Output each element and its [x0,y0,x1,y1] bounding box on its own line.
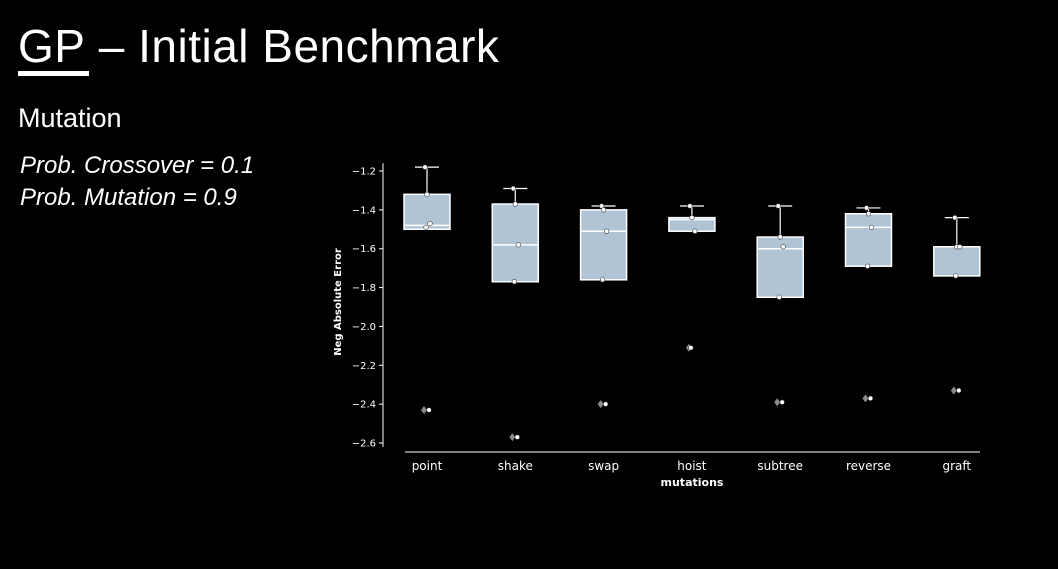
y-tick-label: −2.6 [352,439,376,450]
data-point [422,164,428,170]
box [756,236,804,299]
box [844,212,893,267]
title-rest: – Initial Benchmark [85,20,500,72]
data-point [692,228,698,234]
data-point [863,205,870,211]
title-prefix: GP [18,18,90,76]
box-group-shake [491,185,540,442]
y-axis-label: Neg Absolute Error [333,248,344,356]
x-tick-label: shake [498,459,533,473]
parameters-block: Prob. Crossover = 0.1 Prob. Mutation = 0… [20,150,254,214]
box-group-point [403,164,451,414]
section-subtitle: Mutation [18,103,122,133]
outlier-marker [950,386,957,395]
y-tick-label: −2.2 [352,361,376,372]
chart-boxes [403,164,981,442]
outlier-marker [421,405,427,414]
data-point [600,207,607,213]
data-point [603,228,610,234]
data-point [953,273,959,279]
data-point [511,279,517,285]
box-group-subtree [756,203,804,407]
data-point [957,244,963,250]
data-point [780,244,786,250]
data-point [865,211,872,217]
box [403,193,451,231]
outlier-marker [774,398,781,407]
data-point [777,234,783,240]
outlier-marker [862,394,869,403]
outlier-marker [509,433,516,442]
box-group-hoist [668,203,716,352]
data-point [426,407,432,413]
crossover-probability: Prob. Crossover = 0.1 [20,152,255,179]
data-point [514,434,520,440]
chart-axes: −1.2 −1.4 −1.6 −1.8 −2.0 −2.2 −2.4 −2.6 point sha… [352,163,980,473]
title-prefix-text: GP [18,20,86,72]
box-group-swap [579,203,628,409]
x-tick-label: swap [588,459,619,473]
page-title: GP – Initial Benchmark [18,18,500,76]
y-tick-label: −1.6 [352,244,376,255]
box [579,209,628,281]
mutation-probability: Prob. Mutation = 0.9 [20,184,237,211]
data-point [510,185,516,192]
y-tick-label: −1.4 [352,205,376,216]
data-point [427,220,433,227]
y-tick-label: −1.2 [352,167,376,178]
data-point [688,345,694,351]
data-point [424,191,430,197]
data-point [779,399,785,405]
data-point [868,224,875,230]
box [491,203,540,283]
data-point [864,263,871,269]
data-point [515,242,521,248]
y-tick-label: −2.4 [352,400,376,411]
data-point [867,395,874,401]
data-point [599,277,606,283]
data-point [776,294,782,300]
box-group-graft [933,215,981,395]
data-point [689,215,695,221]
data-point [423,224,429,230]
data-point [512,201,518,207]
title-underline [18,71,90,76]
data-point [952,215,958,221]
y-tick-label: −2.0 [352,322,376,333]
x-tick-label: point [412,459,443,473]
box-group-reverse [844,205,893,403]
data-point [602,401,609,407]
x-tick-label: hoist [677,459,707,473]
y-tick-label: −1.8 [352,283,376,294]
outlier-marker [597,400,604,409]
x-tick-label: reverse [846,459,891,473]
data-point [775,203,781,209]
box [933,246,981,277]
x-axis-label: mutations [661,476,724,489]
data-point [687,203,693,209]
data-point [956,387,962,394]
x-tick-label: subtree [757,459,803,473]
x-tick-label: graft [942,459,971,473]
